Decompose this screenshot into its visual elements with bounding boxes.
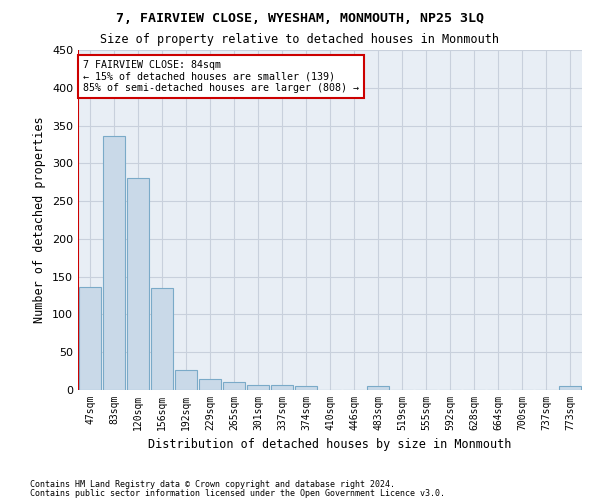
Text: Size of property relative to detached houses in Monmouth: Size of property relative to detached ho…	[101, 32, 499, 46]
Bar	[295, 386, 317, 390]
Text: Contains public sector information licensed under the Open Government Licence v3: Contains public sector information licen…	[30, 488, 445, 498]
Bar	[367, 386, 389, 390]
Text: 7, FAIRVIEW CLOSE, WYESHAM, MONMOUTH, NP25 3LQ: 7, FAIRVIEW CLOSE, WYESHAM, MONMOUTH, NP…	[116, 12, 484, 26]
Text: 7 FAIRVIEW CLOSE: 84sqm
← 15% of detached houses are smaller (139)
85% of semi-d: 7 FAIRVIEW CLOSE: 84sqm ← 15% of detache…	[83, 60, 359, 93]
Bar	[271, 386, 293, 390]
Y-axis label: Number of detached properties: Number of detached properties	[34, 116, 46, 324]
X-axis label: Distribution of detached houses by size in Monmouth: Distribution of detached houses by size …	[148, 438, 512, 452]
Bar	[175, 370, 197, 390]
Bar	[223, 382, 245, 390]
Bar	[559, 386, 581, 390]
Text: Contains HM Land Registry data © Crown copyright and database right 2024.: Contains HM Land Registry data © Crown c…	[30, 480, 395, 489]
Bar	[199, 378, 221, 390]
Bar	[151, 288, 173, 390]
Bar	[79, 287, 101, 390]
Bar	[127, 178, 149, 390]
Bar	[247, 384, 269, 390]
Bar	[103, 136, 125, 390]
